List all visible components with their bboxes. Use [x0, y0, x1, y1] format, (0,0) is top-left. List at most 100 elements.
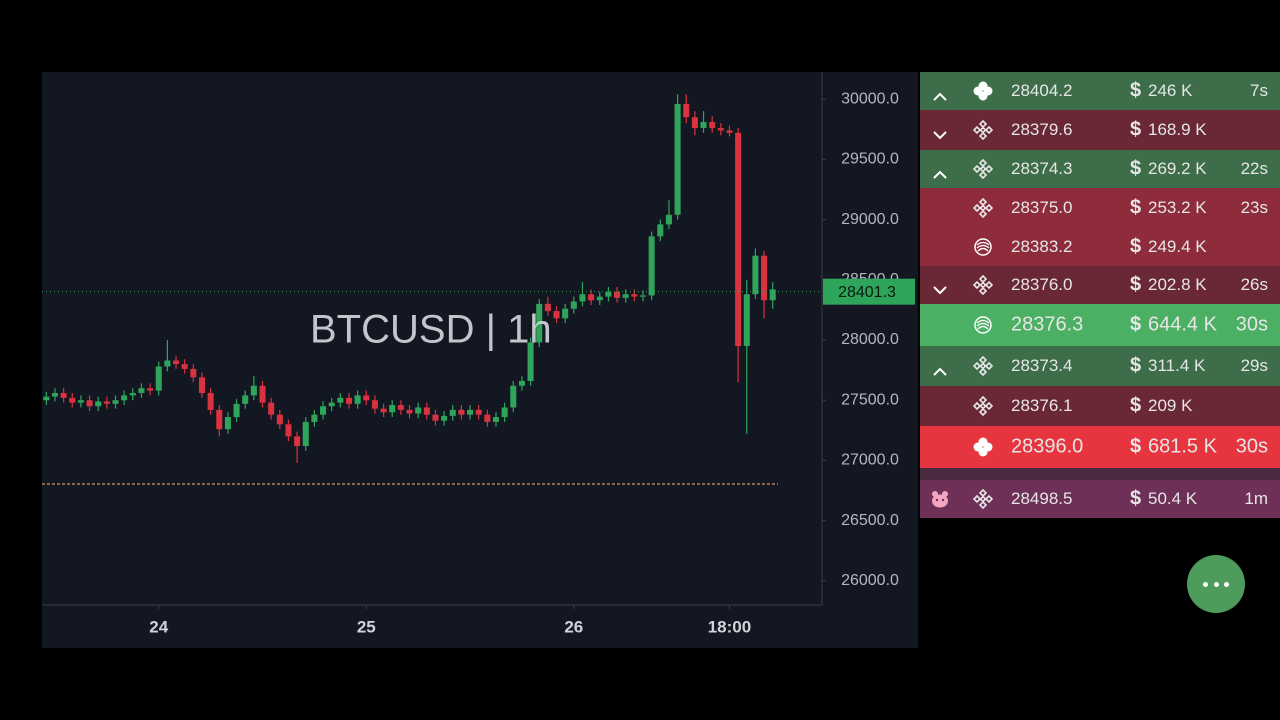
y-tick-label: 29500.0	[841, 151, 899, 168]
candle-body	[726, 130, 733, 133]
candle-body	[743, 294, 750, 347]
y-tick-label: 30000.0	[841, 90, 899, 107]
candle-body	[250, 385, 257, 396]
candle-body	[311, 414, 318, 422]
amount: 253.2 K	[1148, 198, 1207, 217]
candle-body	[449, 409, 456, 416]
age: 26s	[1240, 275, 1268, 294]
trade-row[interactable]: 28396.0 $681.5 K 30s	[920, 426, 1280, 468]
candle-body	[224, 417, 231, 430]
candle-body	[328, 402, 335, 407]
age: 22s	[1240, 159, 1268, 178]
trade-row[interactable]: 28404.2 $246 K 7s	[920, 72, 1280, 110]
trade-row[interactable]: 28498.5 $50.4 K 1m	[920, 480, 1280, 518]
candle-body	[354, 395, 361, 404]
candle-body	[43, 396, 50, 401]
price: 28404.2	[1011, 81, 1073, 100]
candle-body	[406, 409, 413, 414]
last-price-box	[823, 278, 915, 305]
candle-body	[164, 360, 171, 367]
candle-body	[121, 395, 128, 401]
candle-body	[276, 414, 283, 425]
more-button[interactable]	[1187, 555, 1245, 613]
candle-body	[657, 224, 664, 237]
trade-row[interactable]: 28383.2 $249.4 K	[920, 228, 1280, 266]
last-price-label: 28401.3	[838, 284, 896, 301]
y-tick-label: 29000.0	[841, 211, 899, 228]
candle-body	[337, 397, 344, 403]
candle-body	[683, 103, 690, 118]
candle-body	[579, 294, 586, 302]
trade-row[interactable]: 28376.0 $202.8 K 26s	[920, 266, 1280, 304]
candle-body	[441, 415, 448, 421]
x-tick-label: 24	[149, 617, 168, 636]
amount: 644.4 K	[1148, 313, 1217, 336]
candle-body	[60, 393, 67, 398]
candle-body	[458, 409, 465, 415]
candle-body	[112, 400, 119, 404]
candle-body	[207, 393, 214, 410]
age: 1m	[1244, 489, 1268, 508]
candle-body	[415, 407, 422, 414]
chart-panel	[42, 72, 918, 648]
candle-body	[484, 414, 491, 422]
candle-body	[302, 421, 309, 447]
candle-body	[173, 360, 180, 365]
amount: 246 K	[1148, 81, 1193, 100]
candle-body	[709, 121, 716, 129]
candle-body	[605, 291, 612, 297]
price: 28376.3	[1011, 313, 1084, 336]
x-tick-label: 18:00	[708, 617, 751, 636]
amount: 681.5 K	[1148, 435, 1217, 458]
candle-body	[717, 128, 724, 131]
trade-list: 28404.2 $246 K 7s 28379.6 $168.9 K 28374.3 $…	[920, 72, 1280, 518]
candle-body	[665, 214, 672, 225]
candle-body	[518, 380, 525, 386]
trade-row[interactable]: 28379.6 $168.9 K	[920, 110, 1280, 150]
candle-body	[320, 406, 327, 415]
candle-body	[268, 402, 275, 415]
row-divider	[920, 468, 1280, 480]
candle-body	[769, 289, 776, 301]
candle-body	[181, 364, 188, 369]
trade-row[interactable]: 28375.0 $253.2 K 23s	[920, 188, 1280, 228]
trade-row[interactable]: 28374.3 $269.2 K 22s	[920, 150, 1280, 188]
candle-body	[588, 294, 595, 301]
candle-body	[614, 291, 621, 298]
y-tick-label: 27000.0	[841, 452, 899, 469]
price: 28374.3	[1011, 159, 1073, 178]
amount: 209 K	[1148, 396, 1193, 415]
chart-title: BTCUSD | 1h	[310, 308, 552, 352]
price: 28379.6	[1011, 120, 1073, 139]
candle-body	[86, 400, 93, 407]
candle-body	[380, 408, 387, 413]
price: 28396.0	[1011, 435, 1084, 458]
candle-body	[389, 405, 396, 413]
candle-body	[700, 121, 707, 129]
trade-row[interactable]: 28373.4 $311.4 K 29s	[920, 346, 1280, 386]
amount: 50.4 K	[1148, 489, 1198, 508]
trade-row[interactable]: 28376.3 $644.4 K 30s	[920, 304, 1280, 346]
trade-row[interactable]: 28376.1 $209 K	[920, 386, 1280, 426]
candle-body	[501, 407, 508, 418]
candle-body	[259, 385, 266, 403]
candle-body	[691, 117, 698, 129]
candle-body	[596, 296, 603, 301]
candle-body	[216, 409, 223, 430]
candle-body	[198, 377, 206, 394]
candle-body	[147, 388, 154, 391]
candle-body	[544, 303, 551, 312]
candle-body	[397, 405, 404, 410]
candle-body	[242, 395, 249, 404]
candle-body	[639, 295, 647, 297]
candle-body	[155, 366, 162, 391]
candle-body	[285, 424, 292, 437]
candle-body	[475, 409, 482, 415]
candle-body	[138, 388, 145, 394]
candle-body	[77, 400, 84, 403]
candle-body	[129, 393, 136, 396]
candle-body	[371, 400, 378, 409]
candle-body	[752, 255, 759, 295]
